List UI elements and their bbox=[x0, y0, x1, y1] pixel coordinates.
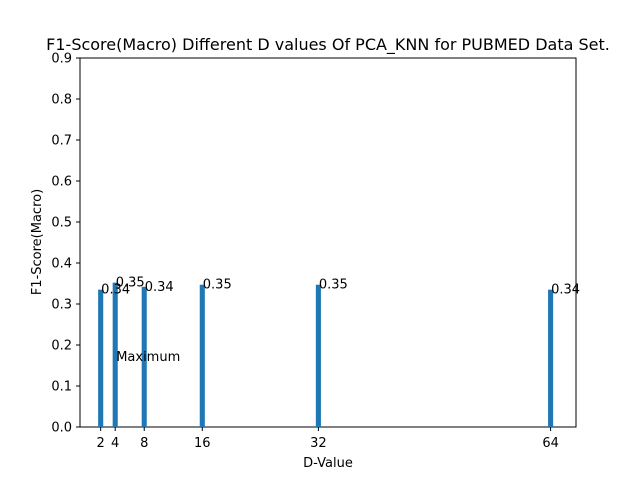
y-tick-label: 0.7 bbox=[51, 134, 72, 149]
data-label-d-64: 0.34 bbox=[551, 283, 580, 298]
maximum-annotation: Maximum bbox=[116, 350, 180, 365]
bar-d-16 bbox=[199, 284, 205, 427]
x-tick-label: 16 bbox=[194, 436, 211, 451]
y-tick-label: 0.2 bbox=[51, 339, 72, 354]
plot-frame bbox=[79, 57, 577, 428]
y-tick-label: 0.0 bbox=[51, 421, 72, 436]
x-tick-label: 2 bbox=[97, 436, 105, 451]
data-label-d-2: 0.34 bbox=[101, 283, 130, 298]
x-tick-label: 64 bbox=[542, 436, 559, 451]
data-label-d-32: 0.35 bbox=[319, 278, 348, 293]
bar-d-8 bbox=[141, 286, 147, 427]
y-tick-label: 0.8 bbox=[51, 93, 72, 108]
y-tick-label: 0.4 bbox=[51, 257, 72, 272]
y-axis-label: F1-Score(Macro) bbox=[30, 189, 45, 295]
chart-title: F1-Score(Macro) Different D values Of PC… bbox=[46, 35, 610, 55]
data-label-d-16: 0.35 bbox=[203, 278, 232, 293]
bar-d-32 bbox=[315, 284, 321, 427]
y-tick-label: 0.3 bbox=[51, 298, 72, 313]
data-label-d-8: 0.34 bbox=[145, 280, 174, 295]
data-labels: 0.340.35 0.34 0.35 0.35 0.34 bbox=[101, 276, 580, 298]
bar-d-2 bbox=[98, 289, 104, 427]
bar-d-64 bbox=[548, 289, 554, 427]
x-axis-label: D-Value bbox=[303, 456, 353, 471]
bar-d-4 bbox=[112, 282, 118, 427]
y-tick-label: 0.9 bbox=[51, 52, 72, 67]
y-tick-label: 0.6 bbox=[51, 175, 72, 190]
x-tick-label: 4 bbox=[111, 436, 119, 451]
bars bbox=[98, 282, 554, 427]
y-axis-ticks: 0.0 0.1 0.2 0.3 0.4 0.5 0.6 0.7 0.8 0.9 bbox=[51, 52, 80, 436]
x-axis-ticks: 2 4 8 16 32 64 bbox=[97, 427, 559, 451]
data-label-d-4: 0.35 bbox=[116, 276, 145, 291]
plot-area bbox=[79, 57, 577, 428]
y-tick-label: 0.1 bbox=[51, 380, 72, 395]
x-tick-label: 8 bbox=[140, 436, 148, 451]
y-tick-label: 0.5 bbox=[51, 216, 72, 231]
x-tick-label: 32 bbox=[310, 436, 327, 451]
